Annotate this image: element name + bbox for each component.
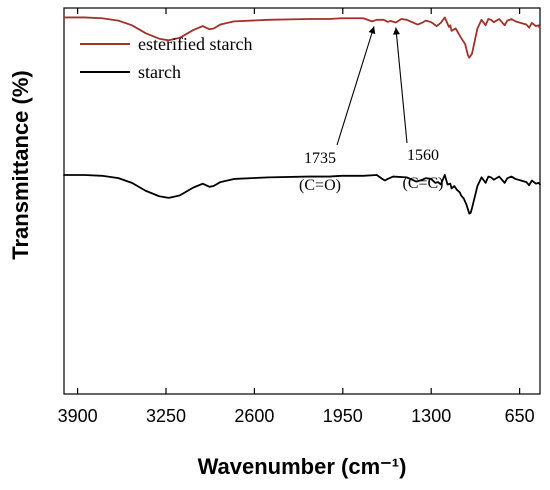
x-tick-label: 1300 [411, 406, 451, 426]
legend-label: starch [138, 62, 181, 82]
annotation-bond: (C=O) [299, 177, 341, 194]
annotation-arrow-head [368, 26, 376, 35]
x-tick-label: 3250 [146, 406, 186, 426]
legend: esterified starch starch [80, 34, 252, 82]
annotation-arrow-shaft [395, 27, 408, 144]
annotation-arrow-shaft [336, 26, 375, 146]
esterified-starch-line [63, 16, 541, 59]
annotation-group: 1735 (C=O) 1560 (C=C) [299, 26, 444, 194]
x-axis-label: Wavenumber (cm⁻¹) [198, 454, 407, 479]
series-group [63, 16, 541, 215]
y-axis-label: Transmittance (%) [8, 70, 33, 260]
annotation-wavenumber: 1735 [304, 150, 336, 167]
x-tick-label: 650 [505, 406, 535, 426]
x-tick-label: 3900 [58, 406, 98, 426]
annotation-wavenumber: 1560 [407, 147, 439, 164]
x-tick-label: 2600 [234, 406, 274, 426]
annotation-bond: (C=C) [402, 175, 443, 192]
x-ticks-group: 3900 3250 2600 1950 1300 650 [58, 8, 535, 426]
legend-label: esterified starch [138, 34, 252, 54]
x-tick-label: 1950 [323, 406, 363, 426]
plot-frame [63, 7, 541, 395]
starch-line [63, 174, 541, 215]
annotation-arrow-head [393, 27, 400, 35]
